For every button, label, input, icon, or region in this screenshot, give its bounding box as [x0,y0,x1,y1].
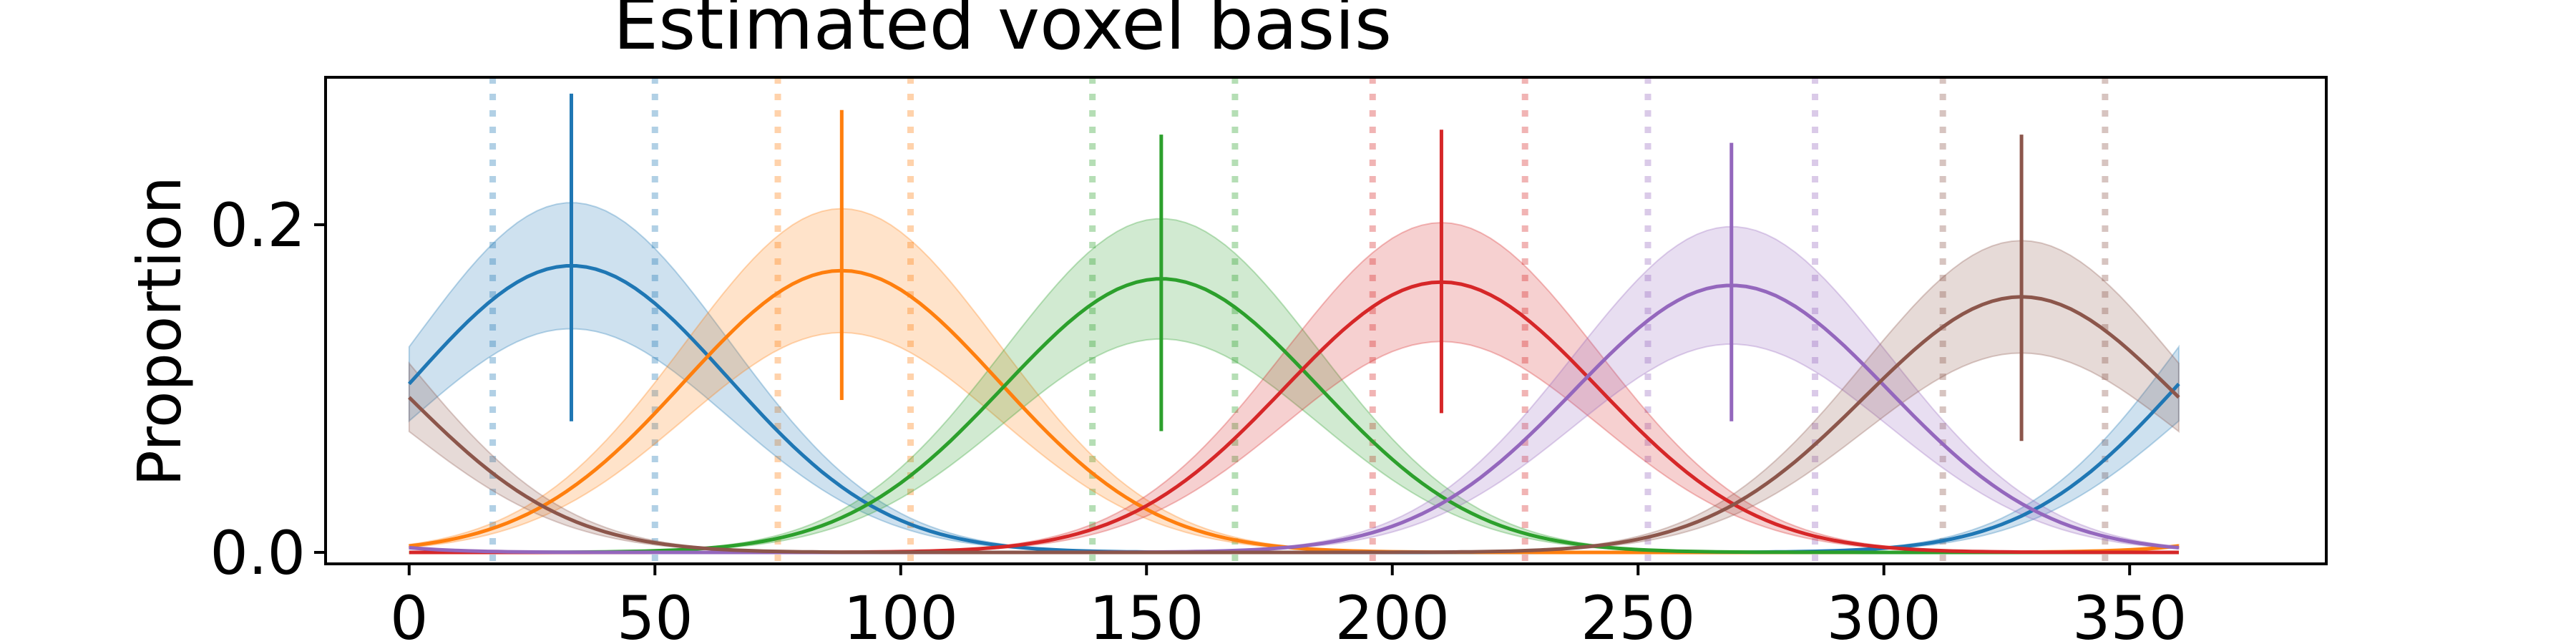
x-tick-label-350: 350 [2072,583,2187,644]
series-line-6 [408,295,2180,555]
x-tick-label-250: 250 [1581,583,1695,644]
x-tick-label-300: 300 [1827,583,1941,644]
plot-area [407,77,2180,564]
x-tick-label-200: 200 [1335,583,1450,644]
chart-title: Estimated voxel basis [613,0,1392,66]
x-tick-label-0: 0 [390,583,428,644]
series-band-3 [409,218,2179,553]
x-tick-label-50: 50 [617,583,693,644]
x-tick-label-150: 150 [1089,583,1204,644]
y-tick-label-0.0: 0.0 [210,518,306,588]
y-axis-label: Proportion [125,176,195,486]
series-line-5 [409,283,2180,555]
x-tick-label-100: 100 [844,583,958,644]
axes: 0 50 100 150 200 250 300 350 0.0 0.2 [210,190,2187,644]
y-tick-label-0.2: 0.2 [210,190,306,260]
plot-content [407,77,2180,564]
plot-frame [324,76,2328,565]
